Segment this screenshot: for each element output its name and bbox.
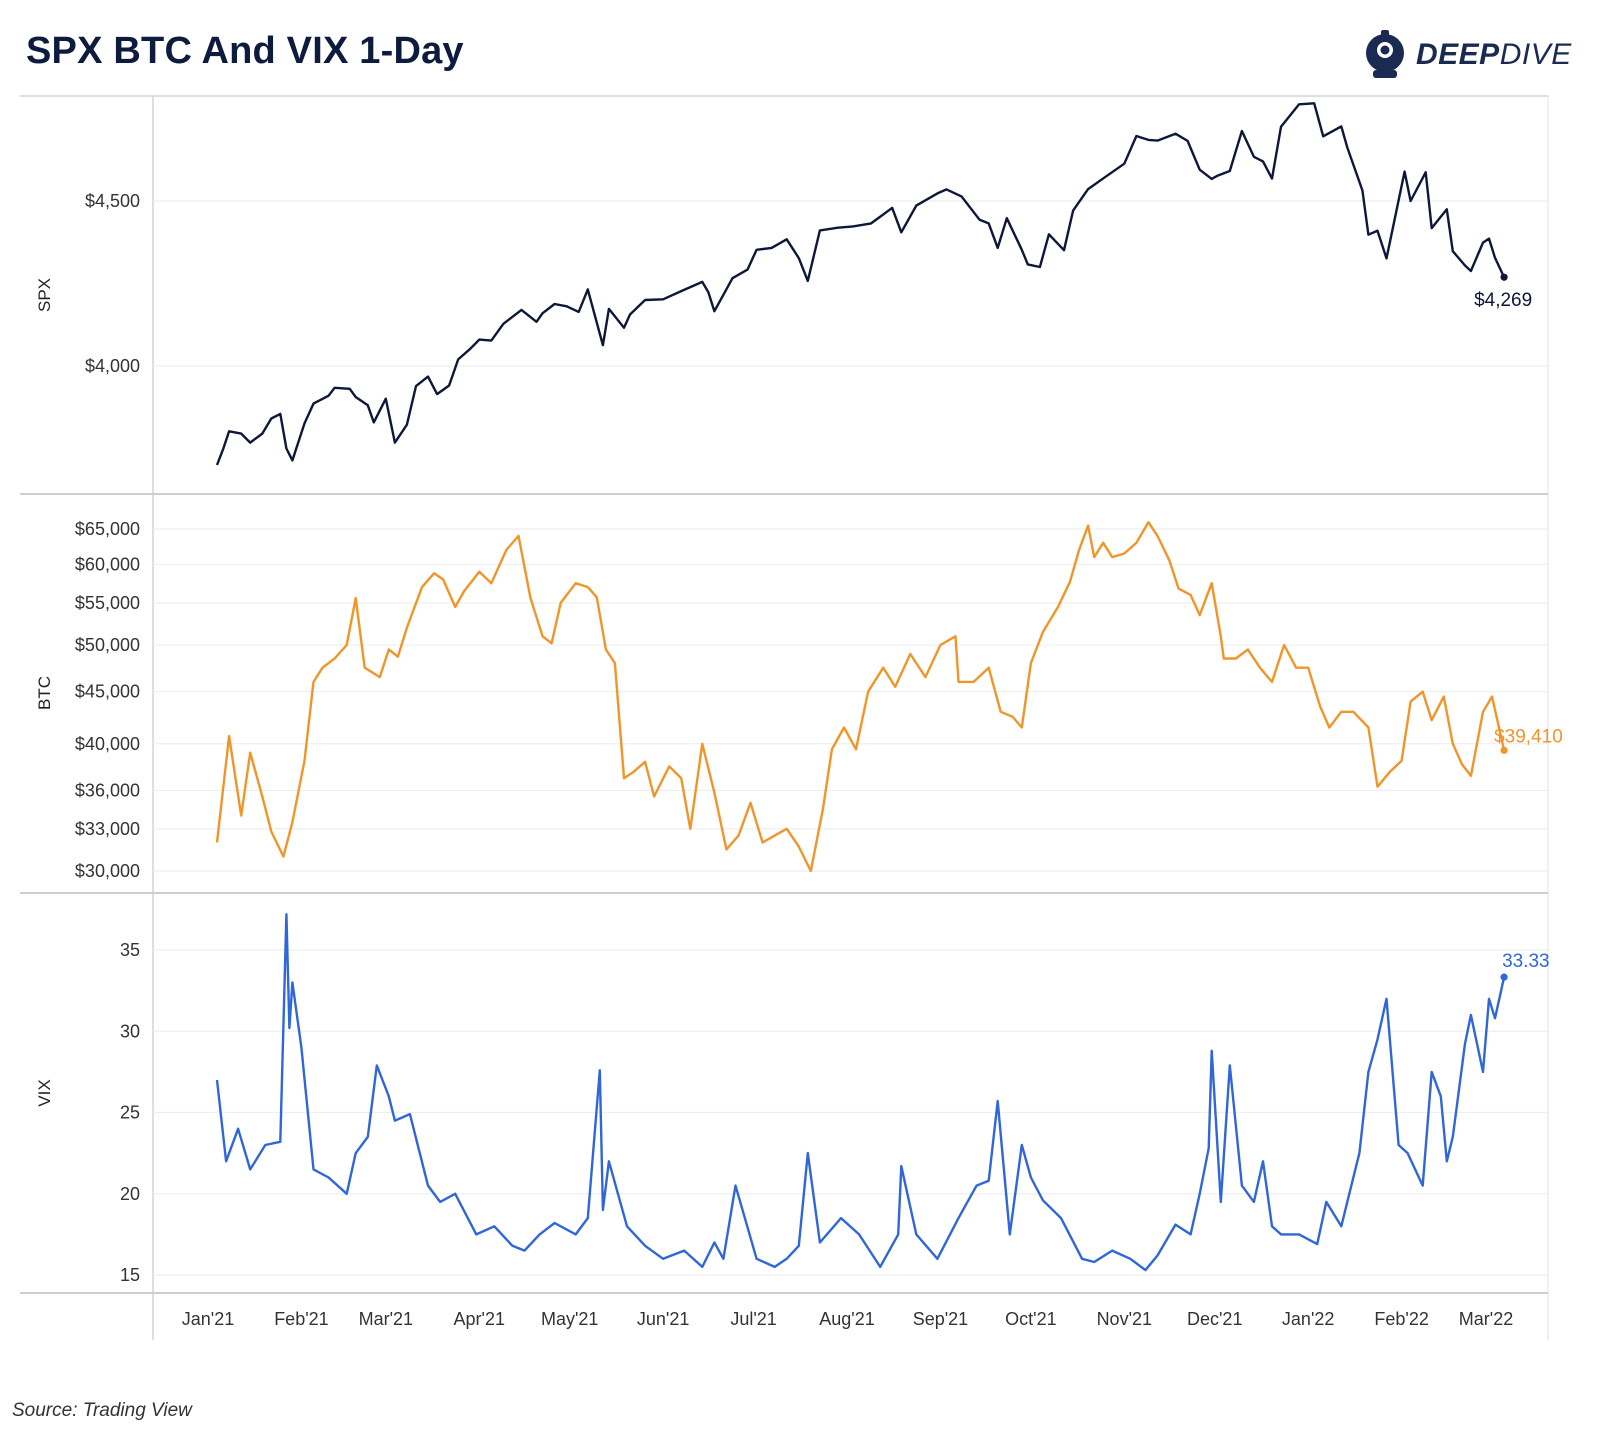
x-tick-label: Nov'21 xyxy=(1097,1309,1152,1329)
x-axis: Jan'21 Feb'21 Mar'21 Apr'21 May'21 Jun'21 Jul'… xyxy=(182,1309,1513,1329)
y-tick-label: 25 xyxy=(120,1103,140,1123)
btc-axis-title: BTC xyxy=(35,676,54,710)
y-tick-label: $36,000 xyxy=(75,780,140,800)
spx-panel: $4,000 $4,500 SPX $4,269 xyxy=(35,102,1548,466)
x-tick-label: Apr'21 xyxy=(454,1309,505,1329)
brand-logo: DEEPDIVE xyxy=(1360,26,1590,86)
y-tick-label: 20 xyxy=(120,1184,140,1204)
diver-helmet-icon xyxy=(1366,30,1404,78)
x-tick-label: Jul'21 xyxy=(730,1309,776,1329)
x-tick-label: Jun'21 xyxy=(637,1309,689,1329)
btc-panel: $30,000 $33,000 $36,000 $40,000 $45,000 $50,0… xyxy=(35,519,1563,881)
source-note: Source: Trading View xyxy=(12,1400,192,1421)
y-tick-label: 15 xyxy=(120,1265,140,1285)
spx-series-line xyxy=(215,102,1506,466)
x-tick-label: Jan'21 xyxy=(182,1309,234,1329)
chart-title: SPX BTC And VIX 1-Day xyxy=(26,30,464,72)
y-tick-label: 35 xyxy=(120,940,140,960)
x-tick-label: Dec'21 xyxy=(1187,1309,1242,1329)
vix-series-line xyxy=(215,913,1506,1272)
spx-gridlines xyxy=(153,200,1548,367)
vix-last-point xyxy=(1500,973,1508,981)
y-tick-label: $55,000 xyxy=(75,593,140,613)
x-tick-label: Mar'22 xyxy=(1459,1309,1513,1329)
spx-y-ticks: $4,000 $4,500 xyxy=(85,191,140,376)
x-tick-label: Mar'21 xyxy=(359,1309,413,1329)
spx-last-point xyxy=(1500,273,1508,281)
btc-gridlines xyxy=(153,528,1548,872)
y-tick-label: $33,000 xyxy=(75,819,140,839)
x-tick-label: Sep'21 xyxy=(913,1309,969,1329)
x-tick-label: Feb'22 xyxy=(1374,1309,1428,1329)
x-tick-label: Feb'21 xyxy=(274,1309,328,1329)
y-tick-label: $4,000 xyxy=(85,356,140,376)
y-tick-label: $60,000 xyxy=(75,554,140,574)
spx-last-value-label: $4,269 xyxy=(1474,290,1532,311)
x-tick-label: May'21 xyxy=(541,1309,598,1329)
vix-gridlines xyxy=(153,949,1548,1276)
spx-axis-title: SPX xyxy=(35,278,54,312)
y-tick-label: $45,000 xyxy=(75,682,140,702)
btc-series-line xyxy=(215,521,1506,873)
brand-wordmark-light: DIVE xyxy=(1499,38,1572,71)
x-tick-label: Jan'22 xyxy=(1282,1309,1334,1329)
y-tick-label: 30 xyxy=(120,1021,140,1041)
y-tick-label: $4,500 xyxy=(85,191,140,211)
btc-last-value-label: $39,410 xyxy=(1494,726,1563,747)
vix-panel: 15 20 25 30 35 VIX 33.33 xyxy=(35,913,1550,1285)
btc-last-point xyxy=(1500,746,1508,754)
brand-wordmark-bold: DEEP xyxy=(1416,38,1500,71)
y-tick-label: $65,000 xyxy=(75,519,140,539)
y-tick-label: $40,000 xyxy=(75,734,140,754)
x-tick-label: Aug'21 xyxy=(819,1309,875,1329)
vix-last-value-label: 33.33 xyxy=(1502,951,1550,972)
y-tick-label: $50,000 xyxy=(75,635,140,655)
vix-y-ticks: 15 20 25 30 35 xyxy=(120,940,140,1285)
vix-axis-title: VIX xyxy=(35,1079,54,1106)
btc-y-ticks: $30,000 $33,000 $36,000 $40,000 $45,000 $50,0… xyxy=(75,519,140,881)
brand-wordmark: DEEPDIVE xyxy=(1416,38,1572,72)
y-tick-label: $30,000 xyxy=(75,861,140,881)
chart-frame xyxy=(20,95,1549,1340)
x-tick-label: Oct'21 xyxy=(1005,1309,1056,1329)
